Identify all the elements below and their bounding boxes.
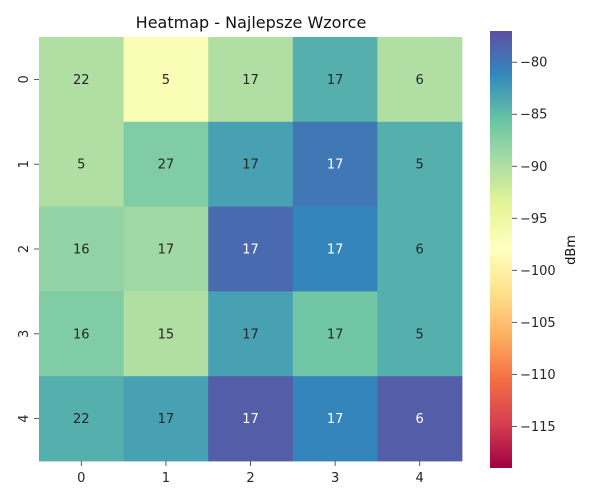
heatmap-cell-2-2 — [208, 206, 294, 292]
heatmap-cell-4-3 — [292, 376, 378, 462]
heatmap-cell-4-2 — [208, 376, 294, 462]
cell-annotation-2-1: 17 — [158, 243, 175, 258]
heatmap-cell-1-2 — [208, 121, 294, 207]
x-tick-label-4: 4 — [416, 471, 424, 486]
x-tick-label-2: 2 — [246, 471, 254, 486]
cell-annotation-2-0: 16 — [73, 243, 90, 258]
heatmap-cell-1-1 — [123, 121, 209, 207]
colorbar — [490, 31, 512, 468]
heatmap-cell-1-0 — [39, 121, 124, 207]
heatmap-cell-2-0 — [39, 206, 124, 292]
heatmap-cell-2-1 — [123, 206, 209, 292]
cell-annotation-1-0: 5 — [77, 158, 85, 173]
cell-annotation-3-0: 16 — [73, 327, 90, 342]
x-tick-label-0: 0 — [77, 471, 85, 486]
cell-annotation-1-3: 17 — [327, 158, 344, 173]
cell-annotation-0-1: 5 — [162, 73, 170, 88]
heatmap-cell-0-4 — [377, 37, 463, 123]
colorbar-tick-label-3: −95 — [520, 212, 547, 227]
cell-annotation-0-2: 17 — [242, 73, 259, 88]
cell-annotation-0-4: 6 — [416, 73, 424, 88]
heatmap-cell-0-0 — [39, 37, 124, 123]
heatmap-cell-3-2 — [208, 291, 294, 377]
chart-title: Heatmap - Najlepsze Wzorce — [136, 13, 367, 32]
cell-annotation-4-4: 6 — [416, 412, 424, 427]
colorbar-tick-label-2: −90 — [520, 160, 547, 175]
y-tick-label-4: 4 — [17, 414, 32, 422]
y-axis: 0 1 2 3 4 — [17, 75, 39, 423]
heatmap-cells: 22 5 17 17 6 5 27 17 17 5 16 17 17 17 6 16 15 17 17 5 22 17 17… — [39, 37, 463, 462]
colorbar-tick-label-7: −115 — [520, 420, 556, 435]
cell-annotation-1-1: 27 — [158, 158, 175, 173]
heatmap-cell-0-1 — [123, 37, 209, 123]
y-tick-label-3: 3 — [17, 330, 32, 338]
cell-annotation-3-1: 15 — [158, 327, 175, 342]
cell-annotation-2-4: 6 — [416, 243, 424, 258]
cell-annotation-0-0: 22 — [73, 73, 90, 88]
y-tick-label-0: 0 — [17, 75, 32, 83]
heatmap-cell-4-4 — [377, 376, 463, 462]
heatmap-cell-4-0 — [39, 376, 124, 462]
heatmap-cell-2-3 — [292, 206, 378, 292]
colorbar-tick-label-6: −110 — [520, 368, 556, 383]
colorbar-tick-label-0: −80 — [520, 56, 547, 71]
cell-annotation-3-2: 17 — [242, 327, 259, 342]
cell-annotation-1-4: 5 — [416, 158, 424, 173]
heatmap-cell-0-3 — [292, 37, 378, 123]
heatmap-cell-1-4 — [377, 121, 463, 207]
cell-annotation-4-3: 17 — [327, 412, 344, 427]
cell-annotation-2-3: 17 — [327, 243, 344, 258]
heatmap-cell-3-0 — [39, 291, 124, 377]
cell-annotation-1-2: 17 — [242, 158, 259, 173]
cell-annotation-4-0: 22 — [73, 412, 90, 427]
colorbar-tick-label-5: −105 — [520, 316, 556, 331]
cell-annotation-0-3: 17 — [327, 73, 344, 88]
cell-annotation-4-2: 17 — [242, 412, 259, 427]
y-tick-label-2: 2 — [17, 245, 32, 253]
y-tick-label-1: 1 — [17, 160, 32, 168]
heatmap-cell-3-4 — [377, 291, 463, 377]
heatmap-cell-1-3 — [292, 121, 378, 207]
cell-annotation-3-4: 5 — [416, 327, 424, 342]
cell-annotation-2-2: 17 — [242, 243, 259, 258]
heatmap-cell-2-4 — [377, 206, 463, 292]
colorbar-tick-label-4: −100 — [520, 264, 556, 279]
x-tick-label-3: 3 — [331, 471, 339, 486]
colorbar-label: dBm — [564, 235, 579, 265]
cell-annotation-3-3: 17 — [327, 327, 344, 342]
x-tick-label-1: 1 — [162, 471, 170, 486]
heatmap-cell-3-1 — [123, 291, 209, 377]
heatmap-cell-3-3 — [292, 291, 378, 377]
colorbar-ticks: −80 −85 −90 −95 −100 −105 −110 −115 — [512, 56, 556, 435]
colorbar-tick-label-1: −85 — [520, 108, 547, 123]
heatmap-cell-4-1 — [123, 376, 209, 462]
heatmap-cell-0-2 — [208, 37, 294, 123]
cell-annotation-4-1: 17 — [158, 412, 175, 427]
x-axis: 0 1 2 3 4 — [77, 461, 424, 486]
